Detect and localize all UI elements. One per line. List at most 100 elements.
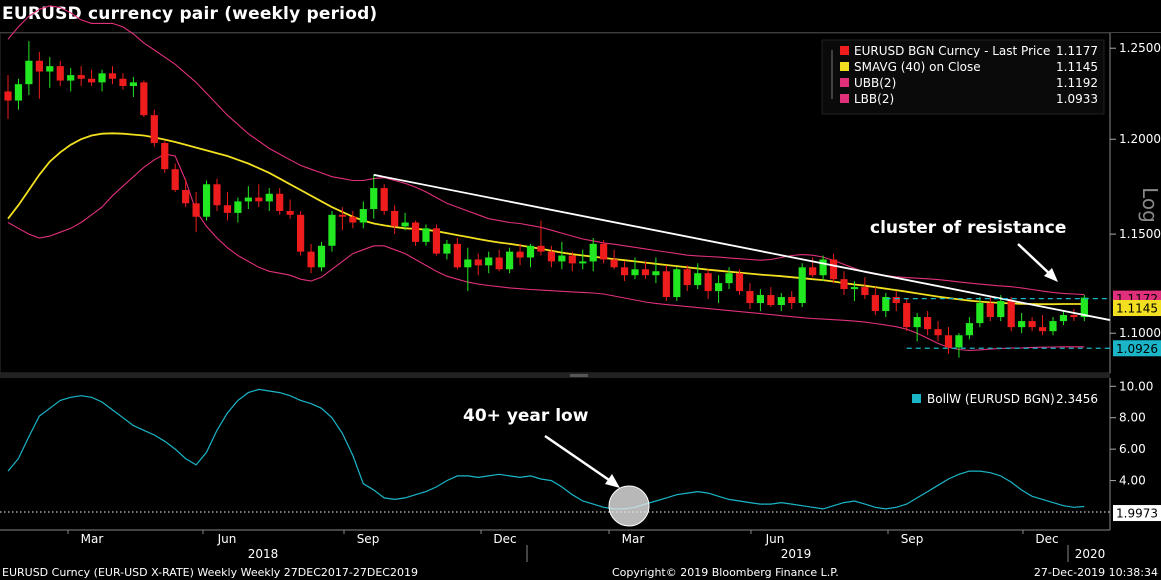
candle — [161, 141, 169, 173]
candle-body — [610, 259, 618, 268]
candle — [746, 283, 754, 310]
panel-divider[interactable] — [0, 373, 1110, 378]
candle-body — [913, 317, 921, 328]
candle — [683, 265, 691, 292]
candle — [641, 261, 650, 280]
candle — [391, 205, 399, 235]
month-label: Dec — [493, 532, 516, 546]
candle-body — [182, 189, 190, 204]
bollinger-bands — [7, 5, 1085, 352]
legend-value: 1.1192 — [1056, 76, 1098, 90]
candle-body — [903, 303, 911, 328]
low-highlight-circle — [608, 485, 650, 527]
candle-body — [171, 169, 179, 190]
candle-body — [516, 251, 524, 258]
legend-swatch — [840, 78, 849, 87]
price-tag: 1.0926 — [1113, 340, 1161, 357]
month-label: Mar — [81, 532, 104, 546]
candle-body — [223, 205, 232, 213]
candle — [265, 188, 273, 211]
candle-body — [861, 287, 869, 296]
candle — [934, 321, 942, 342]
candle-body — [850, 287, 859, 290]
candle — [297, 210, 305, 256]
candle-body — [631, 269, 639, 276]
candle — [140, 80, 148, 118]
month-label: Jun — [217, 532, 237, 546]
candle-body — [380, 188, 388, 211]
month-label: Sep — [901, 532, 924, 546]
candle — [840, 271, 848, 296]
candle — [202, 180, 211, 221]
candle — [338, 207, 346, 231]
annotation-resistance: cluster of resistance — [870, 218, 1066, 238]
year-label: 2020 — [1075, 547, 1106, 561]
candle-body — [255, 197, 263, 202]
legend-swatch — [840, 94, 849, 103]
legend-name: BollW (EURUSD BGN) — [927, 392, 1055, 406]
panel-divider-grip — [570, 374, 588, 377]
candle-body — [1038, 327, 1047, 332]
candle-body — [840, 279, 848, 290]
candle — [903, 299, 911, 332]
candle-body — [244, 197, 252, 202]
candle-body — [411, 222, 420, 242]
bollw-panel: 4.00 6.00 8.00 10.00 1.9973 BollW (EURUSD B… — [0, 378, 1161, 530]
price-tag-label: 1.9973 — [1116, 507, 1158, 521]
candle-body — [443, 243, 451, 254]
candle-body — [683, 269, 691, 286]
candle — [286, 199, 294, 219]
candle-body — [986, 303, 994, 318]
legend-name: UBB(2) — [854, 76, 896, 90]
bollw-y-axis: 4.00 6.00 8.00 10.00 — [1109, 378, 1153, 530]
bollw-series[interactable]: 1.9973 — [0, 388, 1161, 522]
candle — [652, 257, 660, 284]
candle-body — [46, 66, 54, 72]
candle — [25, 41, 33, 96]
annotation-arrow-low — [544, 434, 620, 488]
bollw-y-tick-label: 10.00 — [1119, 379, 1153, 393]
price-y-tick-label: 1.1500 — [1119, 227, 1161, 241]
price-y-tick-label: 1.1000 — [1119, 326, 1161, 340]
legend-value: 1.1145 — [1056, 60, 1098, 74]
candle — [506, 247, 514, 274]
candle-body — [474, 259, 482, 266]
price-y-tick-label: 1.2000 — [1119, 132, 1161, 146]
candle — [610, 249, 618, 270]
candle — [223, 191, 232, 221]
candle — [777, 293, 785, 312]
candle — [276, 188, 284, 215]
candle-body — [453, 243, 461, 268]
candle-body — [119, 78, 127, 86]
candle-body — [715, 283, 723, 292]
annotation-low: 40+ year low — [463, 406, 589, 426]
price-tag-box — [1113, 505, 1161, 522]
candle — [453, 237, 461, 270]
candle — [850, 281, 859, 302]
year-label: 2018 — [248, 547, 279, 561]
candle — [495, 249, 503, 272]
candle-body — [338, 214, 346, 217]
legend-entry: SMAVG (40) on Close 1.1145 — [840, 60, 1098, 74]
candle-body — [150, 115, 158, 143]
candle — [422, 224, 430, 246]
candle — [631, 257, 639, 280]
candle — [182, 178, 190, 208]
page-title: EURUSD currency pair (weekly period) — [2, 4, 378, 24]
candle-body — [98, 73, 106, 83]
candlestick-series[interactable] — [4, 41, 1088, 358]
candle — [349, 210, 357, 229]
candle — [944, 327, 953, 354]
candle-body — [234, 201, 242, 213]
candle-body — [1028, 321, 1036, 328]
footer-left: EURUSD Curncy (EUR-USD X-RATE) Weekly We… — [2, 566, 418, 579]
candle — [1080, 295, 1088, 322]
candle — [108, 66, 117, 85]
candle — [35, 51, 43, 99]
candle-body — [798, 267, 806, 304]
year-label: 2019 — [781, 547, 812, 561]
candle-body — [14, 84, 23, 101]
candle-body — [432, 228, 441, 254]
